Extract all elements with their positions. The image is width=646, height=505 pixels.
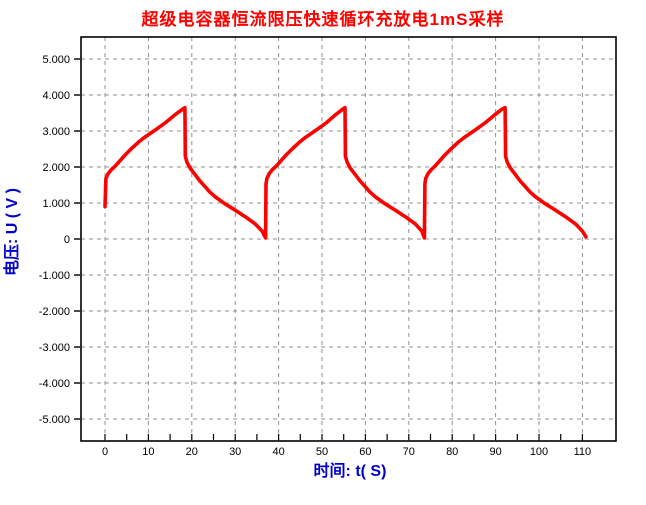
- x-tick-label: 30: [229, 446, 241, 458]
- x-tick-label: 80: [446, 446, 458, 458]
- y-tick-label: -1.000: [39, 270, 70, 282]
- y-tick-label: 2.000: [42, 162, 70, 174]
- y-tick-label: 4.000: [42, 90, 70, 102]
- axis-ticks: [74, 58, 584, 440]
- x-tick-labels: 0 10 20 30 40 50 60 70 80 90 100 110: [102, 446, 591, 458]
- y-axis-title: 电压: U ( V ): [2, 188, 21, 276]
- gridlines: [81, 37, 616, 441]
- y-tick-label: -4.000: [39, 378, 70, 390]
- x-tick-label: 110: [574, 446, 592, 458]
- y-tick-label: -5.000: [39, 414, 70, 426]
- y-tick-label: 5.000: [42, 54, 70, 66]
- x-tick-label: 90: [489, 446, 501, 458]
- y-tick-label: 3.000: [42, 126, 70, 138]
- y-tick-label: -2.000: [39, 306, 70, 318]
- plot-border: [80, 36, 617, 442]
- voltage-curve: [103, 105, 588, 240]
- x-axis-title: 时间: t( S): [314, 461, 387, 480]
- x-tick-label: 60: [359, 446, 371, 458]
- y-tick-label: -3.000: [39, 342, 70, 354]
- x-tick-label: 100: [530, 446, 548, 458]
- x-tick-label: 50: [316, 446, 328, 458]
- y-tick-labels: 5.000 4.000 3.000 2.000 1.000 0 -1.000 -2.000 -3…: [39, 54, 70, 426]
- y-tick-label: 0: [64, 234, 70, 246]
- x-tick-label: 20: [186, 446, 198, 458]
- y-tick-label: 1.000: [42, 198, 70, 210]
- x-tick-label: 70: [403, 446, 415, 458]
- x-tick-label: 10: [142, 446, 154, 458]
- x-tick-label: 40: [272, 446, 284, 458]
- x-tick-label: 0: [102, 446, 108, 458]
- chart-title: 超级电容器恒流限压快速循环充放电1mS采样: [141, 10, 505, 29]
